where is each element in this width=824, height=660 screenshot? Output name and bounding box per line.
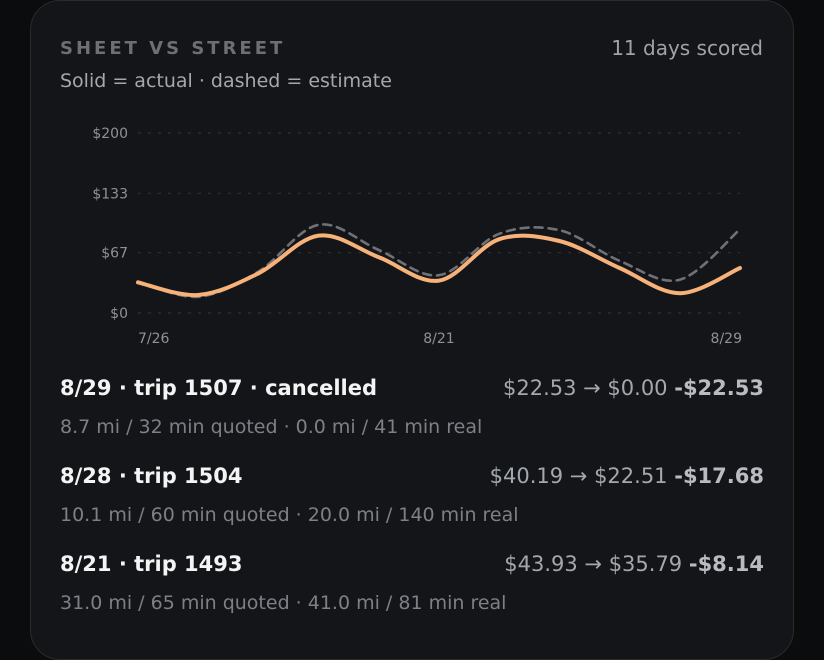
trip-amounts: $43.93 → $35.79 -$8.14 (504, 552, 764, 576)
x-tick-label: 8/29 (711, 331, 742, 347)
y-tick-label: $0 (110, 306, 128, 322)
legend-caption: Solid = actual · dashed = estimate (60, 70, 392, 92)
trip-title: 8/21 · trip 1493 (60, 552, 243, 576)
trip-row[interactable]: 8/21 · trip 1493 $43.93 → $35.79 -$8.14 … (60, 552, 764, 614)
trip-fare-change: $43.93 → $35.79 (504, 552, 683, 576)
trip-amounts: $40.19 → $22.51 -$17.68 (490, 464, 764, 488)
actual-series-line (136, 233, 742, 298)
trip-detail: 10.1 mi / 60 min quoted · 20.0 mi / 140 … (60, 504, 519, 526)
actual-vs-estimate-chart: $0 $67 $133 $200 7/26 8/21 8/29 (92, 126, 742, 347)
trip-fare-change: $22.53 → $0.00 (503, 376, 668, 400)
x-tick-label: 7/26 (138, 331, 170, 347)
trip-delta: -$17.68 (674, 464, 764, 488)
comparison-card (30, 0, 794, 660)
y-axis-ticks: $0 $67 $133 $200 (92, 126, 128, 322)
trip-title: 8/29 · trip 1507 · cancelled (60, 376, 378, 400)
trip-detail: 8.7 mi / 32 min quoted · 0.0 mi / 41 min… (60, 416, 483, 438)
trip-delta: -$22.53 (674, 376, 764, 400)
series-layer (136, 223, 742, 299)
y-tick-label: $200 (92, 126, 128, 142)
trip-detail: 31.0 mi / 65 min quoted · 41.0 mi / 81 m… (60, 592, 507, 614)
trip-title: 8/28 · trip 1504 (60, 464, 243, 488)
x-tick-label: 8/21 (423, 331, 454, 347)
days-scored-label: 11 days scored (611, 36, 763, 60)
y-tick-label: $67 (101, 246, 128, 262)
trip-amounts: $22.53 → $0.00 -$22.53 (503, 376, 764, 400)
grid-layer (138, 132, 740, 314)
trip-row[interactable]: 8/29 · trip 1507 · cancelled $22.53 → $0… (60, 376, 764, 438)
y-tick-label: $133 (92, 186, 128, 202)
card-title: SHEET VS STREET (60, 38, 286, 59)
trip-row[interactable]: 8/28 · trip 1504 $40.19 → $22.51 -$17.68… (60, 464, 764, 526)
trip-fare-change: $40.19 → $22.51 (489, 464, 668, 488)
x-axis-ticks: 7/26 8/21 8/29 (138, 331, 742, 347)
trip-delta: -$8.14 (688, 552, 764, 576)
